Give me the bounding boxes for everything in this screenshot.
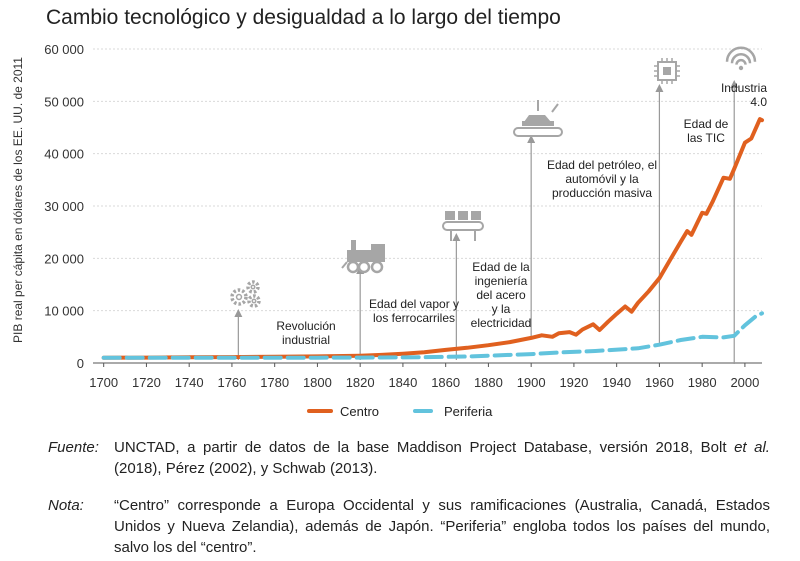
x-tick-label: 1900 [517,375,546,390]
y-axis-label: PIB real per cápita en dólares de los EE… [11,57,25,343]
car-assembly-icon [513,100,563,137]
annotation-line: del acero [476,288,526,302]
x-tick-label: 1760 [217,375,246,390]
y-tick-label: 30 000 [44,199,84,214]
crate [445,211,455,220]
chart-title: Cambio tecnológico y desigualdad a lo la… [46,6,561,29]
x-tick-label: 1960 [645,375,674,390]
conveyor [513,127,563,137]
wifi-arc [735,58,747,65]
x-tick-label: 1700 [89,375,118,390]
y-tick-label: 10 000 [44,304,84,319]
y-tick-label: 60 000 [44,42,84,57]
gear-shape [230,288,248,306]
robot-arm [551,103,559,113]
legend-label-periferia: Periferia [444,404,493,419]
x-tick-label: 1980 [688,375,717,390]
annotation-line: los ferrocarriles [373,311,455,325]
annotation-label: Edad de las TIC [684,117,729,145]
belt [442,221,484,231]
annotation-label: Edad del petróleo, el automóvil y la produ… [547,158,657,200]
note-text: “Centro” corresponde a Europa Occidental… [114,497,770,556]
gear-shape [246,280,260,294]
x-tick-label: 1920 [559,375,588,390]
wheel [346,260,360,274]
annotation-line: producción masiva [552,186,652,200]
source-label: Fuente: [48,439,99,456]
x-tick-label: 2000 [730,375,759,390]
annotation-label: Edad del vapor y los ferrocarriles [369,297,459,325]
annotation-line: industrial [282,333,330,347]
x-tick-label: 1720 [132,375,161,390]
annotation-line: Edad de la [472,260,530,274]
gear-hub [235,293,243,301]
x-tick-label: 1940 [602,375,631,390]
annotation-line: Industria [721,81,767,95]
series-line-periferia [101,311,764,360]
crate [458,211,468,220]
source-text: UNCTAD, a partir de datos de la base Mad… [114,437,770,479]
gear-shape [247,294,261,308]
wifi-arc [725,46,757,62]
x-tick-label: 1780 [260,375,289,390]
annotation-label: Edad de la ingeniería del acero y la electri… [471,260,532,330]
x-tick-label: 1840 [388,375,417,390]
gear-hub [251,298,257,304]
annotation-line: las TIC [687,131,725,145]
gears-icon [230,280,261,308]
source-text-italic: et al. [734,439,770,456]
microchip-icon [654,58,680,84]
y-tick-label: 50 000 [44,94,84,109]
chip-core [663,67,671,75]
wifi-dot [738,65,744,71]
annotation-line: Edad de [684,117,729,131]
car-body [524,115,551,122]
x-tick-label: 1880 [474,375,503,390]
wifi-icon [725,46,757,71]
series-line-centro [101,117,764,360]
y-tick-label: 40 000 [44,147,84,162]
wheel [357,260,371,274]
wheel [370,260,384,274]
annotation-line: Edad del vapor y [369,297,459,311]
x-tick-label: 1860 [431,375,460,390]
boiler [347,250,371,262]
annotation-line: automóvil y la [565,172,639,186]
steam-locomotive-icon [341,240,385,274]
wifi-arc [730,53,752,64]
cowcatcher [341,261,348,269]
chimney [351,240,356,250]
annotation-line: y la [492,302,511,316]
y-tick-label: 20 000 [44,251,84,266]
annotation-label: Revolución industrial [276,319,335,347]
conveyor-factory-icon [442,211,484,241]
annotation-line: Revolución [276,319,335,333]
car-base [522,121,554,126]
cab [371,244,385,262]
definition-note: Nota: “Centro” corresponde a Europa Occi… [48,495,770,558]
source-text-part: (2018), Pérez (2002), y Schwab (2013). [114,460,378,477]
legend-label-centro: Centro [340,404,379,419]
annotation-line: Edad del petróleo, el [547,158,657,172]
annotation-line: ingeniería [475,274,528,288]
source-note: Fuente: UNCTAD, a partir de datos de la … [48,437,770,479]
crate [471,211,481,220]
source-text-part: UNCTAD, a partir de datos de la base Mad… [114,439,735,456]
chart-plot: 0 10 000 20 000 30 000 40 000 50 000 60 000 17… [11,42,767,419]
x-tick-label: 1740 [175,375,204,390]
x-tick-label: 1800 [303,375,332,390]
annotation-line: electricidad [471,316,532,330]
annotation-label: Industria 4.0 [721,81,767,109]
note-label: Nota: [48,497,84,514]
y-tick-label: 0 [77,356,84,371]
x-tick-label: 1820 [346,375,375,390]
gear-hub [250,284,256,290]
annotation-line: 4.0 [750,95,767,109]
